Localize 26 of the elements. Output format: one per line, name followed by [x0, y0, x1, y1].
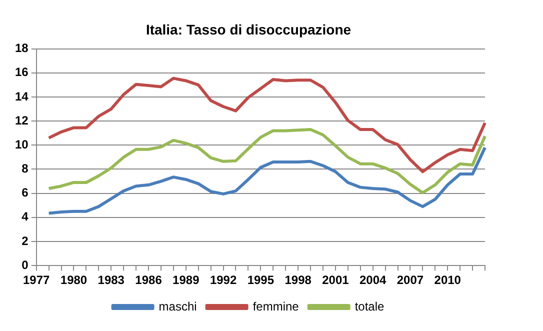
x-tick-label: 1992	[210, 273, 237, 288]
y-tick-label: 6	[22, 186, 29, 200]
x-tick-label: 1998	[284, 273, 312, 288]
x-tick-label: 1986	[135, 273, 162, 288]
x-tick-label: 2001	[322, 273, 350, 288]
legend-label: totale	[354, 299, 385, 314]
y-tick-label: 4	[22, 210, 29, 224]
x-tick-label: 2007	[396, 273, 424, 288]
x-tick-label: 1980	[60, 273, 88, 288]
legend-label: femmine	[252, 299, 300, 314]
x-tick-label: 1995	[247, 273, 274, 288]
y-tick-label: 14	[14, 89, 29, 104]
y-tick-label: 0	[22, 258, 29, 272]
x-tick-label: 2010	[434, 273, 462, 288]
y-tick-label: 8	[22, 162, 29, 176]
chart-title: Italia: Tasso di disoccupazione	[146, 21, 352, 38]
x-tick-label: 1983	[98, 273, 125, 288]
legend-label: maschi	[158, 299, 197, 314]
x-tick-label: 1989	[172, 273, 200, 288]
y-tick-label: 10	[14, 137, 29, 152]
x-tick-label: 2004	[359, 273, 387, 288]
x-tick-label: 1977	[22, 273, 50, 288]
y-tick-label: 12	[14, 113, 29, 128]
y-tick-label: 16	[14, 65, 29, 80]
y-tick-label: 2	[22, 234, 29, 248]
y-tick-label: 18	[14, 41, 29, 56]
